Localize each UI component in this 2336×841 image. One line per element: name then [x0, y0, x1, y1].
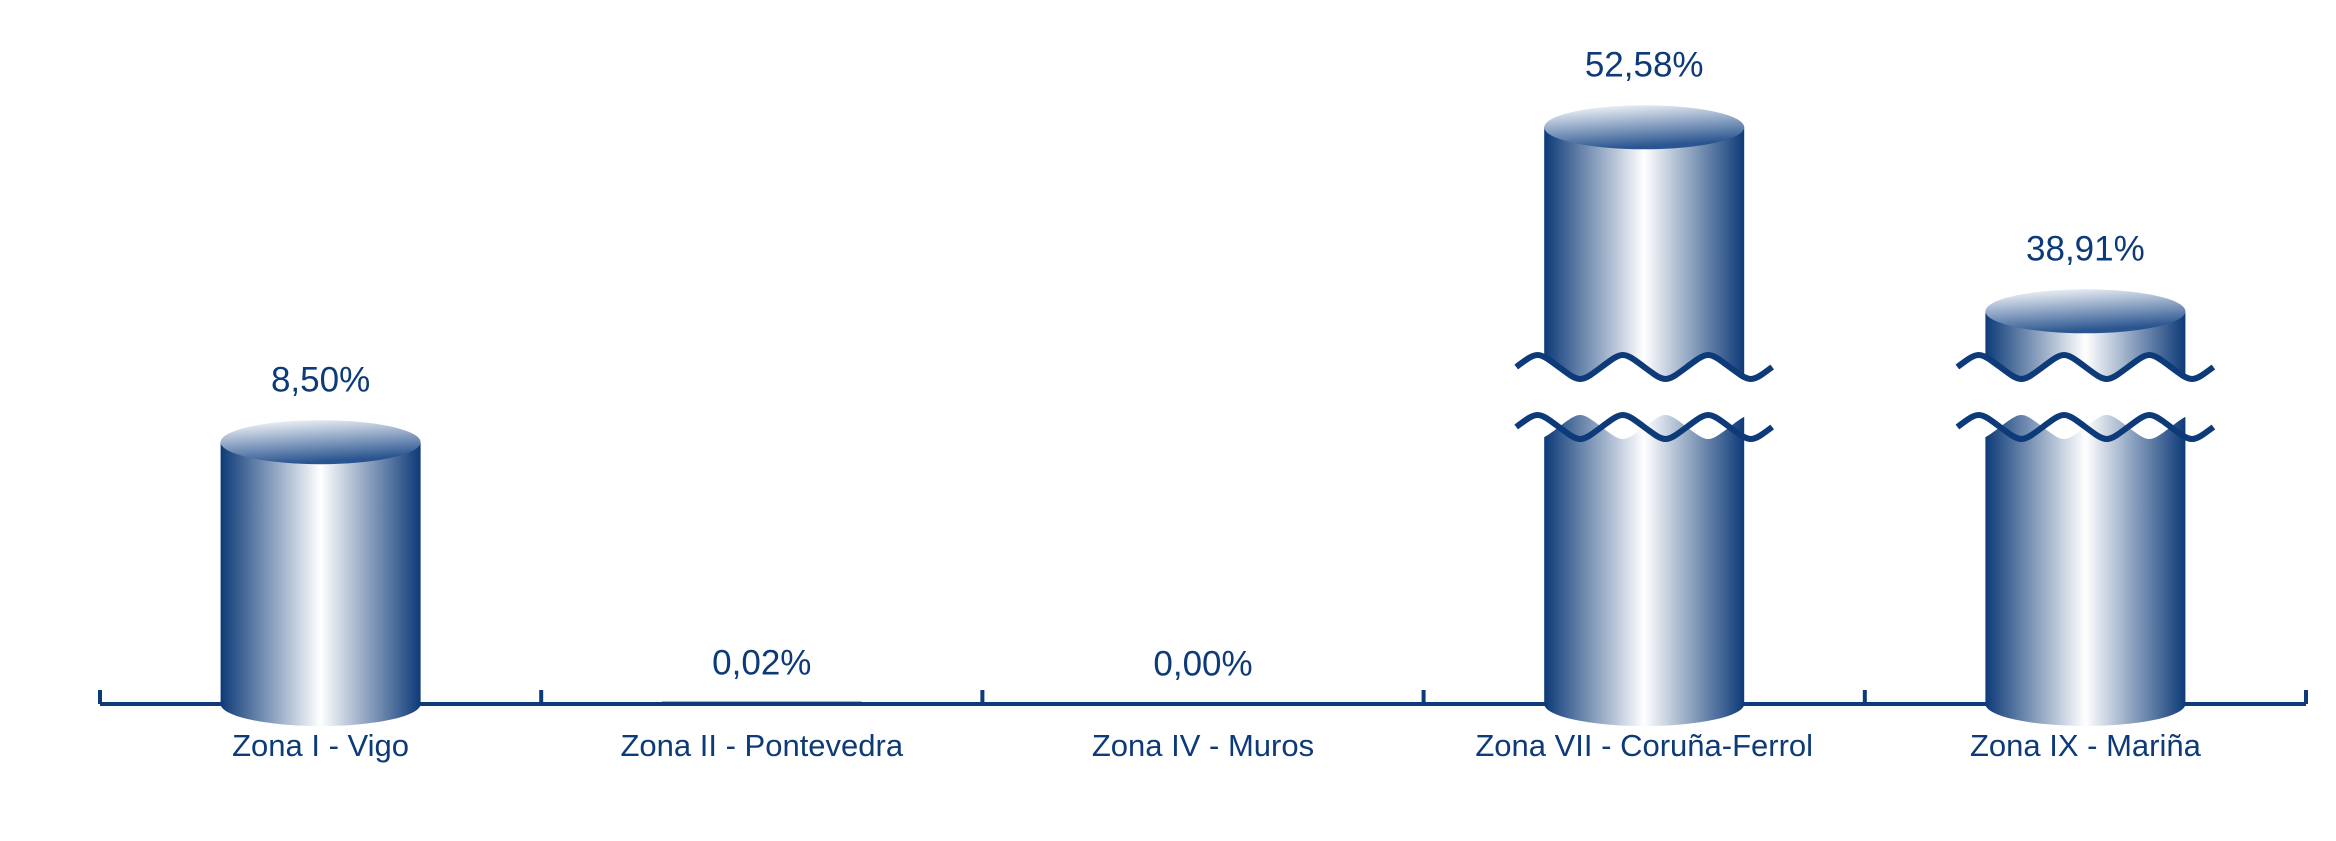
cylinder-top: [1985, 289, 2186, 334]
x-tick-label: Zona IX - Mariña: [1970, 728, 2202, 763]
value-label: 0,02%: [712, 644, 811, 683]
axis-break: [1514, 412, 1775, 442]
axis-break: [1514, 352, 1775, 382]
value-label: 52,58%: [1585, 46, 1704, 85]
x-tick-label: Zona I - Vigo: [232, 728, 409, 763]
x-tick-label: Zona II - Pontevedra: [620, 728, 903, 763]
cylinder-bottom: [1544, 704, 1745, 726]
x-tick-label: Zona IV - Muros: [1092, 728, 1314, 763]
x-tick-label: Zona VII - Coruña-Ferrol: [1475, 728, 1813, 763]
axis-break: [1955, 352, 2216, 382]
value-label: 0,00%: [1153, 644, 1252, 683]
cylinder-body: [220, 442, 421, 704]
cylinder-top: [220, 420, 421, 465]
value-label: 8,50%: [271, 360, 370, 399]
cylinder: [1514, 105, 1775, 726]
cylinder-bottom: [1985, 704, 2186, 726]
cylinder: [220, 420, 421, 726]
cylinder-bottom: [220, 704, 421, 726]
cylinder-top: [1544, 105, 1745, 150]
value-label: 38,91%: [2026, 230, 2145, 269]
cylinder: [1955, 289, 2216, 726]
axis-break: [1955, 412, 2216, 442]
